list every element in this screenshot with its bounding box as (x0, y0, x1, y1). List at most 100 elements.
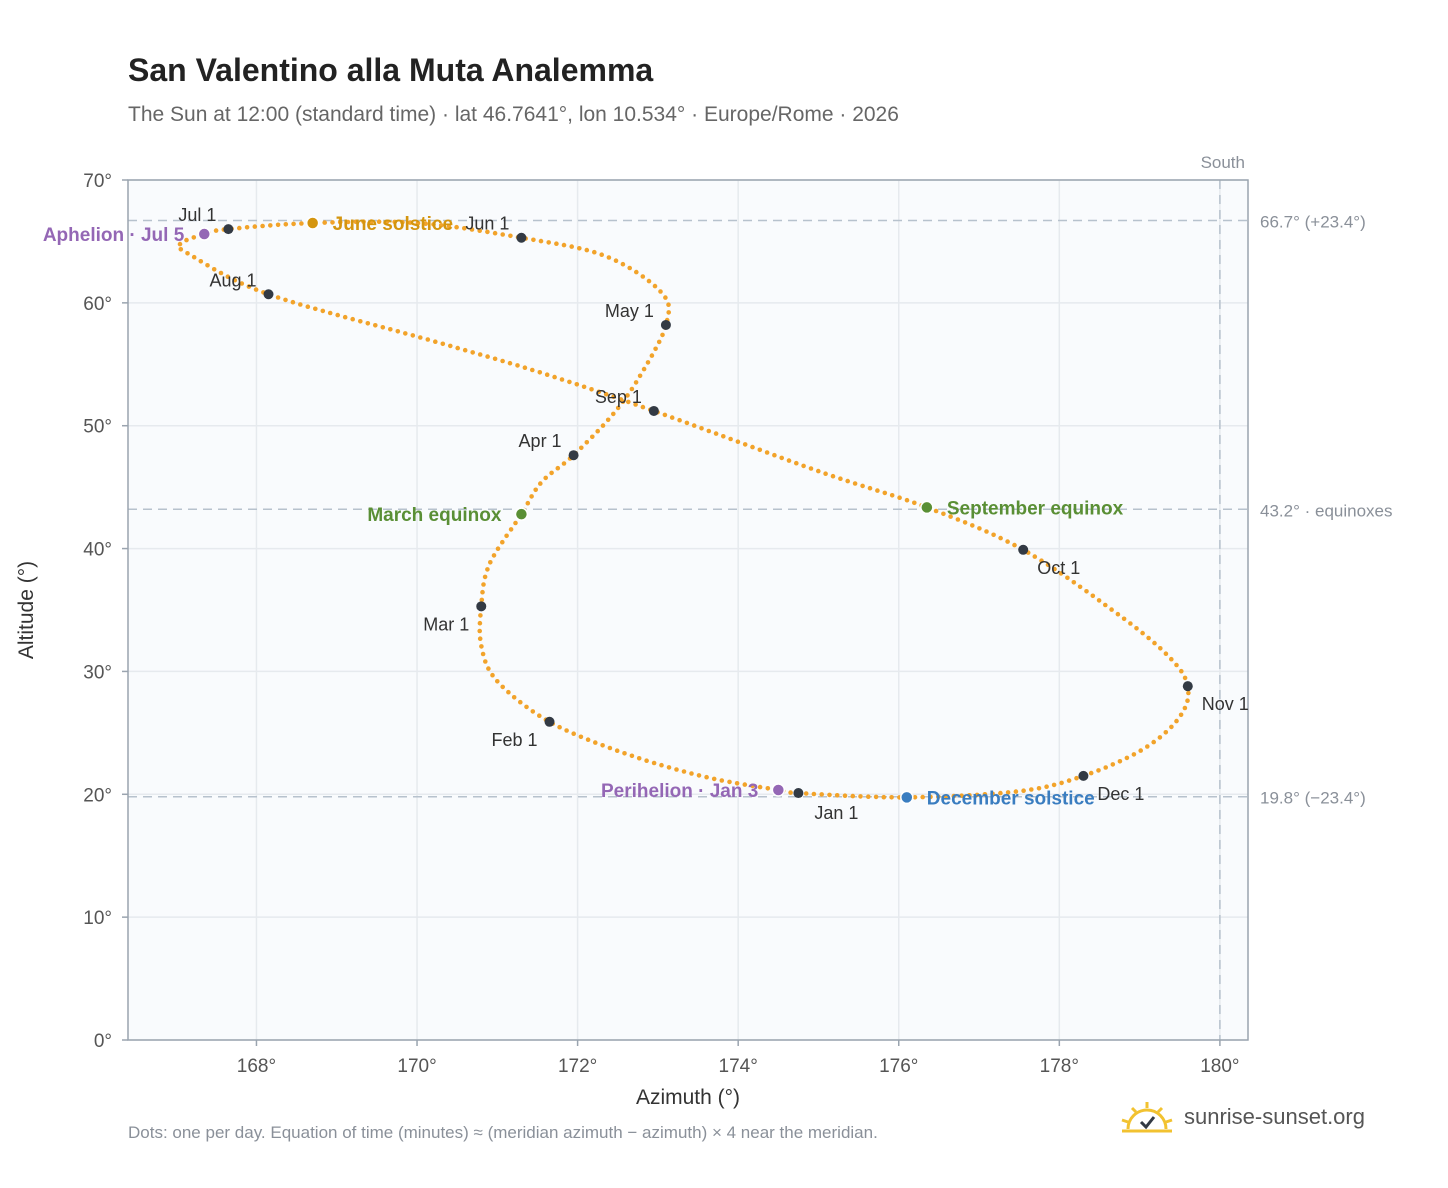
month-marker-dot (568, 450, 579, 461)
day-dot (1005, 790, 1011, 795)
event-marker-label: March equinox (367, 505, 502, 526)
day-dot (361, 219, 366, 224)
day-dot (358, 319, 363, 324)
x-tick-label: 168° (237, 1056, 276, 1077)
day-dot (658, 289, 663, 294)
day-dot (649, 353, 655, 358)
day-dot (495, 679, 500, 684)
day-dot (490, 672, 495, 678)
day-dot (860, 483, 865, 489)
day-dot (1021, 788, 1026, 793)
day-dot (590, 434, 595, 440)
day-dot (1071, 580, 1077, 585)
day-dot (533, 487, 538, 493)
day-dot (666, 765, 672, 770)
day-dot (765, 786, 771, 791)
brand[interactable]: sunrise-sunset.org (1120, 1100, 1365, 1134)
day-dot (728, 436, 733, 442)
day-dot (569, 244, 574, 249)
south-label: South (1201, 153, 1245, 172)
day-dot (1059, 780, 1064, 786)
day-dot (485, 354, 490, 359)
day-dot (928, 794, 933, 800)
day-dot (507, 360, 513, 366)
month-marker-dot (516, 232, 527, 243)
day-dot (1186, 690, 1191, 696)
day-dot (951, 793, 957, 799)
day-dot (538, 238, 544, 244)
day-dot (699, 426, 704, 431)
x-tick-label: 174° (719, 1056, 758, 1077)
day-dot (1065, 575, 1070, 581)
month-markers: Jan 1 Feb 1 Mar 1 Apr 1 May 1 Jun 1 Jul 1 Aug 1… (178, 205, 1248, 823)
day-dot (506, 689, 511, 695)
day-dot (384, 219, 390, 225)
day-dot (1012, 542, 1017, 548)
day-dot (531, 237, 536, 243)
day-dot (1178, 712, 1184, 718)
day-dot (634, 269, 639, 275)
day-dot (611, 394, 616, 400)
day-dot (742, 782, 748, 787)
month-marker-dot (1182, 681, 1193, 692)
day-dot (593, 740, 598, 745)
day-dot (962, 520, 968, 525)
month-marker-label: Jan 1 (814, 803, 858, 823)
day-dot (904, 497, 910, 503)
day-dot (477, 352, 483, 357)
day-dot (477, 620, 483, 626)
day-dot (491, 553, 497, 558)
day-dot (561, 242, 567, 248)
day-dot (462, 347, 468, 353)
day-dot (376, 219, 382, 224)
day-dot (603, 392, 609, 397)
y-axis-label: Altitude (°) (15, 561, 38, 659)
day-dot (735, 439, 741, 445)
day-dot (875, 488, 880, 493)
day-dot (721, 434, 726, 439)
event-markers: March equinox September equinox June solst… (43, 214, 1124, 809)
day-dot (881, 794, 887, 800)
day-dot (816, 468, 821, 474)
day-dot (920, 794, 925, 800)
day-dot (801, 463, 806, 469)
day-dot (750, 444, 755, 450)
day-dot (237, 225, 242, 231)
day-dot (659, 762, 664, 768)
day-dot (1182, 675, 1188, 681)
day-dot (955, 517, 961, 522)
day-dot (478, 613, 483, 618)
day-dot (606, 255, 612, 260)
day-dot (557, 724, 562, 730)
day-dot (607, 745, 613, 751)
day-dot (1045, 562, 1051, 568)
day-dot (495, 546, 501, 551)
day-dot (696, 773, 702, 778)
chart-subtitle: The Sun at 12:00 (standard time) · lat 4… (128, 103, 899, 126)
day-dot (882, 490, 888, 496)
day-dot (537, 713, 542, 718)
y-tick-label: 50° (83, 417, 112, 438)
day-dot (1134, 626, 1139, 631)
day-dot (518, 699, 523, 705)
y-tick-label: 40° (83, 540, 112, 561)
day-dot (1051, 782, 1057, 788)
day-dot (211, 267, 217, 272)
day-dot (1145, 744, 1150, 749)
day-dot (477, 228, 483, 233)
day-dot (380, 325, 386, 330)
day-dot (571, 731, 576, 736)
day-dot (615, 405, 621, 411)
day-dot (622, 751, 627, 756)
y-tick-label: 0° (94, 1031, 112, 1052)
day-dot (1074, 775, 1079, 781)
day-dot (492, 230, 498, 236)
day-dot (1084, 589, 1089, 594)
day-dot (998, 790, 1003, 796)
day-dot (633, 380, 639, 385)
day-dot (838, 476, 843, 482)
day-dot (645, 360, 651, 365)
day-dot (1131, 752, 1137, 757)
day-dot (239, 281, 245, 286)
day-dot (842, 793, 848, 798)
